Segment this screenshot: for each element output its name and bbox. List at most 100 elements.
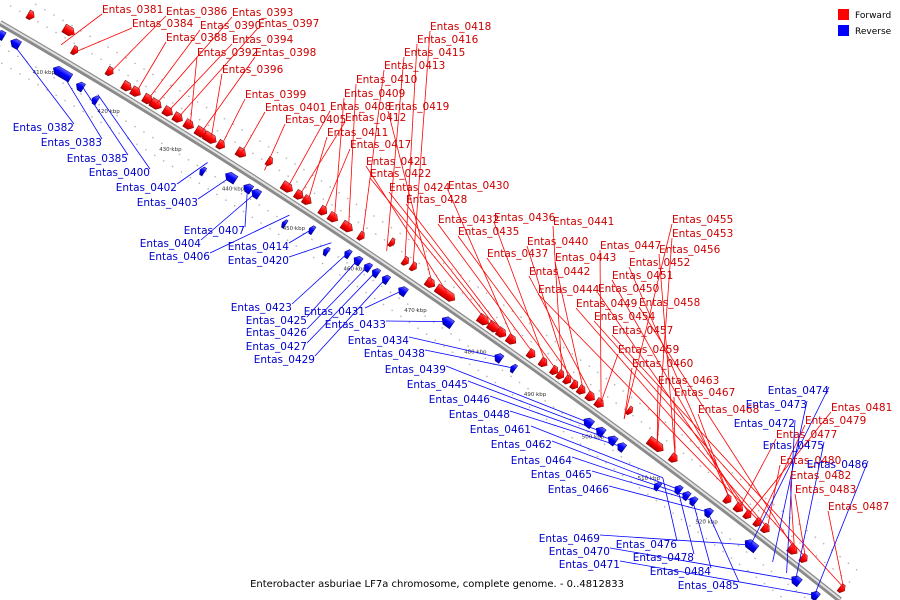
label-connector bbox=[739, 438, 777, 507]
forward-feature bbox=[215, 138, 225, 150]
reverse-feature bbox=[308, 225, 317, 236]
forward-feature bbox=[625, 405, 634, 416]
forward-feature bbox=[494, 326, 507, 338]
tick-label: 440 kbp bbox=[222, 187, 245, 193]
forward-feature bbox=[161, 105, 173, 117]
forward-feature bbox=[667, 452, 678, 463]
gene-label: Entas_0445 bbox=[407, 379, 468, 391]
gene-label: Entas_0432 bbox=[438, 214, 499, 226]
label-connector bbox=[772, 400, 808, 563]
gene-label: Entas_0474 bbox=[768, 385, 830, 397]
label-connector bbox=[156, 16, 233, 104]
legend-reverse-label: Reverse bbox=[855, 27, 892, 37]
label-connector bbox=[600, 353, 619, 403]
label-connector bbox=[571, 456, 686, 496]
label-connector bbox=[264, 123, 286, 171]
forward-feature bbox=[645, 435, 664, 453]
gene-label: Entas_0485 bbox=[678, 580, 739, 592]
reverse-feature bbox=[398, 286, 409, 298]
label-connector bbox=[673, 396, 676, 458]
gene-label: Entas_0480 bbox=[780, 455, 841, 467]
gene-label: Entas_0443 bbox=[555, 252, 616, 264]
gene-label: Entas_0470 bbox=[549, 546, 610, 558]
tick-label: 410 kbp bbox=[33, 70, 56, 76]
gene-label: Entas_0477 bbox=[776, 429, 837, 441]
reverse-feature bbox=[494, 353, 505, 364]
reverse-feature bbox=[322, 246, 331, 257]
reverse-feature bbox=[76, 81, 86, 93]
gene-label: Entas_0462 bbox=[491, 439, 552, 451]
forward-feature bbox=[836, 583, 846, 593]
forward-feature bbox=[201, 130, 217, 144]
forward-feature bbox=[104, 65, 114, 77]
label-connector bbox=[387, 110, 433, 282]
gene-label: Entas_0397 bbox=[258, 18, 319, 30]
gene-label: Entas_0466 bbox=[548, 484, 610, 496]
gene-label: Entas_0461 bbox=[470, 424, 531, 436]
gene-label: Entas_0439 bbox=[385, 364, 446, 376]
label-connector bbox=[467, 380, 601, 432]
label-connector bbox=[424, 349, 514, 369]
gene-label: Entas_0394 bbox=[232, 34, 294, 46]
reverse-feature bbox=[704, 507, 714, 519]
gene-label: Entas_0430 bbox=[448, 180, 509, 192]
forward-feature bbox=[408, 261, 417, 272]
label-connector bbox=[288, 242, 332, 258]
reverse-feature bbox=[91, 95, 100, 106]
gene-label: Entas_0447 bbox=[600, 240, 661, 252]
reverse-feature bbox=[0, 30, 7, 41]
gene-label: Entas_0400 bbox=[89, 167, 150, 179]
gene-label: Entas_0434 bbox=[348, 335, 410, 347]
map-caption: Enterobacter asburiae LF7a chromosome, c… bbox=[250, 579, 624, 590]
reverse-feature bbox=[744, 539, 760, 554]
tick-label: 420 kbp bbox=[97, 109, 120, 115]
gene-label: Entas_0424 bbox=[389, 182, 451, 194]
label-connector bbox=[211, 73, 223, 137]
gene-label: Entas_0487 bbox=[828, 501, 889, 513]
gene-label: Entas_0409 bbox=[344, 88, 405, 100]
gene-label: Entas_0483 bbox=[795, 484, 856, 496]
label-connector bbox=[599, 249, 602, 403]
label-connector bbox=[408, 336, 499, 358]
gene-label: Entas_0404 bbox=[140, 238, 202, 250]
label-connector bbox=[493, 221, 546, 362]
gene-label: Entas_0435 bbox=[458, 226, 519, 238]
reverse-feature bbox=[364, 262, 374, 273]
tick-label: 510 kbp bbox=[638, 476, 661, 482]
gene-label: Entas_0467 bbox=[674, 387, 735, 399]
label-connector bbox=[623, 367, 633, 420]
gene-label: Entas_0479 bbox=[805, 415, 866, 427]
gene-label: Entas_0456 bbox=[659, 244, 721, 256]
forward-feature bbox=[475, 312, 489, 326]
forward-feature bbox=[423, 276, 436, 289]
gene-label: Entas_0421 bbox=[366, 156, 427, 168]
forward-feature bbox=[400, 255, 409, 266]
gene-label: Entas_0390 bbox=[200, 20, 261, 32]
gene-label: Entas_0427 bbox=[246, 341, 307, 353]
gene-label: Entas_0440 bbox=[527, 236, 588, 248]
gene-label: Entas_0441 bbox=[553, 216, 614, 228]
label-connector bbox=[489, 395, 613, 441]
gene-label: Entas_0469 bbox=[539, 533, 600, 545]
label-connector bbox=[697, 413, 730, 499]
label-connector bbox=[306, 259, 358, 318]
gene-label: Entas_0418 bbox=[430, 21, 491, 33]
gene-label: Entas_0473 bbox=[746, 399, 807, 411]
label-connector bbox=[136, 41, 167, 91]
label-connector bbox=[197, 176, 231, 200]
label-connector bbox=[200, 192, 256, 241]
gene-label: Entas_0413 bbox=[384, 60, 445, 72]
label-connector bbox=[291, 253, 348, 305]
label-connector bbox=[300, 121, 346, 194]
label-connector bbox=[537, 293, 760, 522]
label-connector bbox=[13, 44, 75, 125]
gene-label: Entas_0431 bbox=[304, 306, 365, 318]
gene-label: Entas_0422 bbox=[370, 168, 431, 180]
label-connector bbox=[148, 29, 201, 99]
forward-feature bbox=[182, 118, 194, 130]
reverse-feature bbox=[225, 171, 239, 185]
label-connector bbox=[108, 15, 167, 74]
label-connector bbox=[827, 510, 844, 588]
forward-feature bbox=[504, 333, 517, 345]
gene-label: Entas_0416 bbox=[417, 34, 479, 46]
